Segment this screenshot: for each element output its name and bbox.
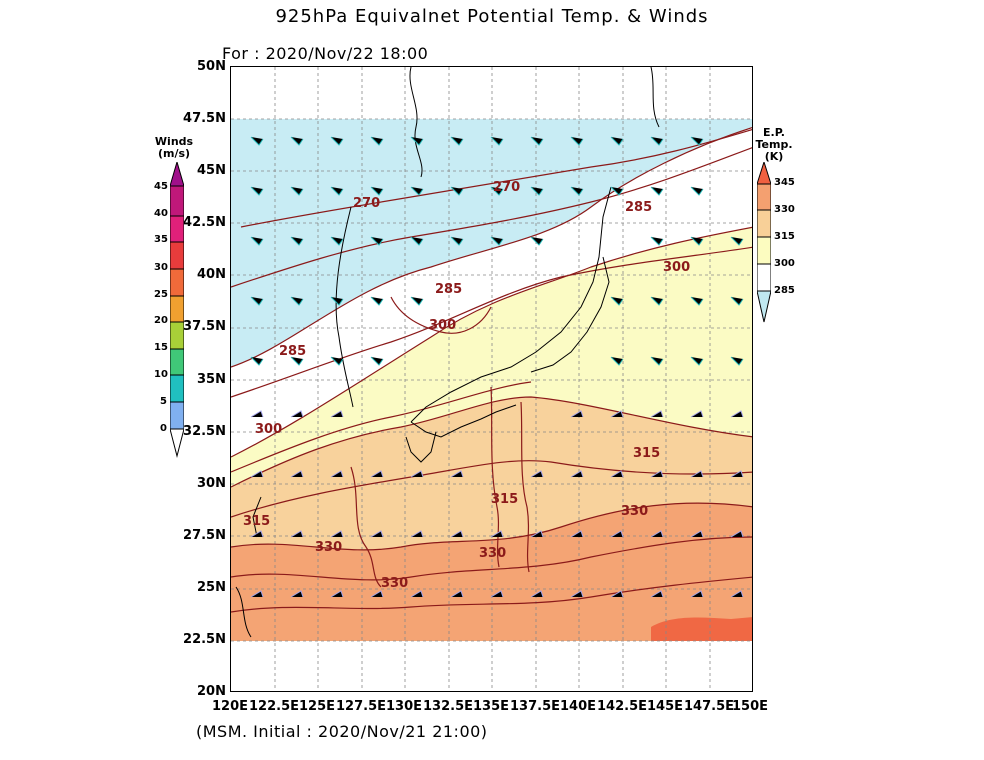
- lat-label: 45N: [197, 163, 226, 178]
- ept-contours: [231, 127, 752, 613]
- lat-label: 25N: [197, 580, 226, 595]
- valid-time: For : 2020/Nov/22 18:00: [222, 44, 429, 63]
- lat-label: 27.5N: [183, 528, 226, 543]
- contour-label: 285: [435, 282, 462, 297]
- winds-tick: 40: [154, 208, 168, 219]
- wind-barbs-light: [250, 410, 744, 598]
- contour-label: 330: [315, 540, 342, 555]
- lon-label: 147.5E: [683, 699, 735, 714]
- ept-tick: 315: [774, 231, 795, 242]
- lon-label: 125E: [298, 699, 336, 714]
- winds-tick: 0: [160, 423, 167, 434]
- winds-tick: 5: [160, 396, 167, 407]
- contour-label: 300: [255, 422, 282, 437]
- map-svg: 270 270 285 285 285 300 300 300 315 315 …: [231, 67, 752, 691]
- contour-label: 270: [493, 180, 520, 195]
- lon-label: 145E: [646, 699, 684, 714]
- contour-label: 285: [625, 200, 652, 215]
- lat-label: 20N: [197, 684, 226, 699]
- contour-label: 330: [381, 576, 408, 591]
- ept-tick: 345: [774, 177, 795, 188]
- winds-colorbar-title: Winds (m/s): [154, 135, 194, 160]
- contour-label: 330: [479, 546, 506, 561]
- ept-tick: 300: [774, 258, 795, 269]
- ept-colorbar-title: E.P. Temp. (K): [755, 126, 793, 163]
- contour-label: 330: [621, 504, 648, 519]
- lon-label: 122.5E: [248, 699, 300, 714]
- contour-label: 270: [353, 196, 380, 211]
- lon-label: 120E: [211, 699, 249, 714]
- ept-tick: 330: [774, 204, 795, 215]
- lon-label: 150E: [731, 699, 769, 714]
- lat-label: 42.5N: [183, 215, 226, 230]
- chart-title: 925hPa Equivalnet Potential Temp. & Wind…: [275, 6, 709, 27]
- ept-tick: 285: [774, 285, 795, 296]
- lon-label: 135E: [472, 699, 510, 714]
- contour-label: 300: [663, 260, 690, 275]
- lat-label: 37.5N: [183, 319, 226, 334]
- winds-tick: 45: [154, 181, 168, 192]
- ept-colorbar-svg: [757, 162, 771, 323]
- initial-time: (MSM. Initial : 2020/Nov/21 21:00): [196, 722, 488, 741]
- weather-map: 270 270 285 285 285 300 300 300 315 315 …: [230, 66, 753, 692]
- lon-label: 130E: [385, 699, 423, 714]
- lat-label: 32.5N: [183, 424, 226, 439]
- contour-label: 315: [243, 514, 270, 529]
- winds-tick: 25: [154, 289, 168, 300]
- lon-label: 137.5E: [509, 699, 561, 714]
- lon-label: 140E: [559, 699, 597, 714]
- winds-tick: 30: [154, 262, 168, 273]
- contour-label: 285: [279, 344, 306, 359]
- contour-label: 315: [491, 492, 518, 507]
- winds-tick: 10: [154, 369, 168, 380]
- coastline: [235, 67, 660, 638]
- winds-tick: 20: [154, 315, 168, 326]
- lon-label: 127.5E: [335, 699, 387, 714]
- winds-tick: 35: [154, 234, 168, 245]
- lat-label: 30N: [197, 476, 226, 491]
- contour-labels: 270 270 285 285 285 300 300 300 315 315 …: [243, 180, 690, 591]
- lon-label: 132.5E: [422, 699, 474, 714]
- contour-label: 315: [633, 446, 660, 461]
- wind-barbs: [250, 136, 744, 366]
- winds-tick: 15: [154, 342, 168, 353]
- lon-label: 142.5E: [596, 699, 648, 714]
- winds-colorbar-svg: [170, 162, 184, 458]
- lat-label: 35N: [197, 372, 226, 387]
- lat-label: 22.5N: [183, 632, 226, 647]
- lat-label: 47.5N: [183, 111, 226, 126]
- lat-label: 40N: [197, 267, 226, 282]
- contour-label: 300: [429, 318, 456, 333]
- lat-label: 50N: [197, 59, 226, 74]
